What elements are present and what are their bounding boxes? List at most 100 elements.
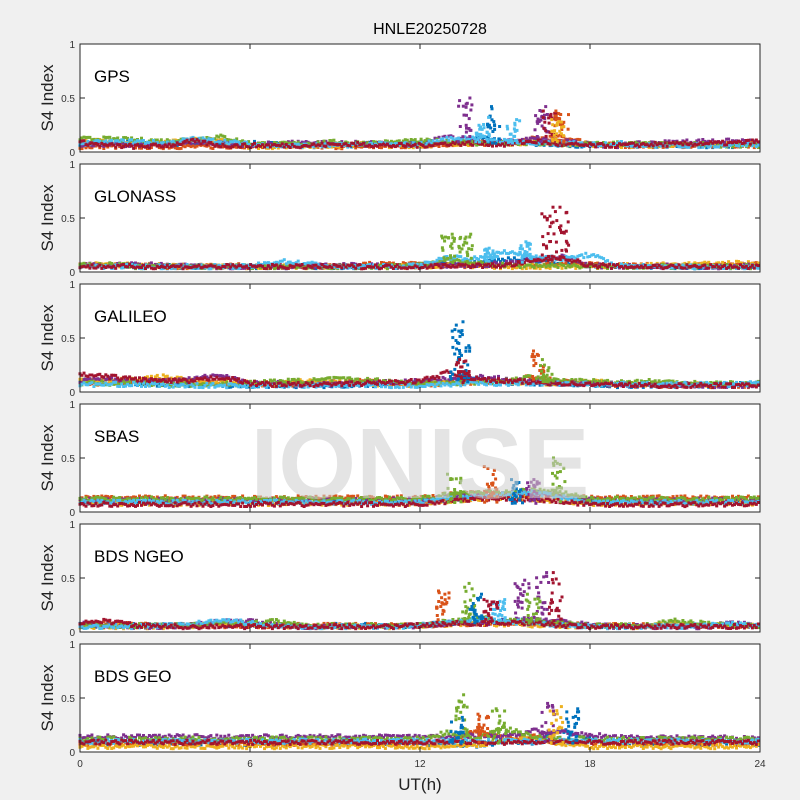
data-point [159, 261, 163, 265]
data-point [439, 137, 443, 141]
data-point [598, 265, 602, 268]
data-point [513, 139, 517, 142]
data-point [235, 265, 239, 269]
data-point [635, 143, 639, 147]
data-point [542, 258, 546, 262]
data-point [132, 143, 136, 147]
data-point [596, 144, 600, 148]
data-point [201, 139, 205, 143]
data-point [602, 145, 606, 149]
data-point [754, 266, 758, 270]
data-point [221, 134, 225, 138]
data-point [721, 265, 725, 268]
data-point [725, 263, 729, 266]
data-point [112, 137, 116, 141]
data-point [374, 265, 377, 269]
data-point [193, 141, 197, 145]
data-point [739, 140, 742, 144]
data-point [493, 260, 496, 264]
data-point [161, 143, 165, 147]
data-point [729, 140, 732, 144]
data-point [544, 134, 548, 138]
data-point [631, 265, 635, 269]
data-point [312, 142, 316, 146]
data-point [185, 143, 189, 147]
data-point [528, 136, 532, 140]
data-point [462, 113, 466, 117]
data-point [535, 120, 539, 124]
data-point [225, 263, 229, 266]
data-point [471, 140, 475, 144]
data-point [473, 265, 477, 269]
data-point [544, 141, 548, 145]
data-point [245, 140, 249, 144]
data-point [497, 143, 500, 147]
data-point [409, 266, 413, 270]
data-point [510, 250, 514, 254]
data-point [189, 138, 193, 142]
data-point [580, 262, 584, 266]
data-point [557, 116, 561, 120]
data-point [207, 267, 211, 271]
data-point [346, 263, 350, 267]
data-point [576, 145, 580, 149]
data-point [322, 139, 326, 143]
data-point [403, 144, 407, 148]
data-point [522, 265, 526, 269]
data-point [163, 263, 167, 267]
data-point [540, 142, 544, 146]
data-point [604, 145, 608, 149]
data-point [205, 139, 209, 143]
data-point [130, 264, 134, 268]
data-point [663, 266, 667, 270]
data-point [387, 142, 391, 146]
data-point [520, 254, 524, 258]
data-point [195, 266, 199, 270]
data-point [401, 142, 405, 145]
data-point [354, 146, 358, 150]
data-point [82, 264, 86, 268]
data-point [538, 267, 542, 271]
data-point [550, 135, 554, 139]
data-point [548, 142, 552, 146]
data-point [598, 142, 602, 146]
data-point [515, 128, 519, 132]
data-point [723, 267, 727, 270]
data-point [340, 142, 344, 146]
data-point [538, 264, 542, 268]
data-point [655, 143, 659, 147]
data-point [257, 264, 260, 268]
data-point [457, 136, 461, 140]
data-point [691, 266, 695, 270]
data-point [274, 141, 278, 145]
data-point [134, 266, 137, 270]
data-point [348, 266, 352, 270]
data-point [540, 124, 544, 128]
data-point [427, 141, 431, 145]
data-point [752, 141, 756, 145]
data-point [443, 134, 447, 138]
data-point [421, 144, 425, 147]
data-point [471, 135, 475, 139]
data-point [562, 144, 566, 147]
data-point [441, 137, 445, 141]
data-point [580, 145, 584, 149]
data-point [370, 265, 374, 269]
data-point [304, 266, 308, 270]
data-point [411, 139, 415, 143]
data-point [707, 260, 711, 264]
data-point [300, 263, 304, 266]
y-tick-label: 0 [69, 148, 75, 159]
data-point [707, 263, 711, 267]
data-point [411, 262, 415, 266]
data-point [635, 145, 639, 149]
data-point [138, 144, 141, 148]
data-point [106, 262, 110, 266]
data-point [96, 139, 100, 143]
data-point [486, 139, 490, 143]
data-point [667, 139, 671, 143]
data-point [147, 264, 151, 268]
data-point [197, 266, 201, 270]
data-point [413, 264, 417, 268]
